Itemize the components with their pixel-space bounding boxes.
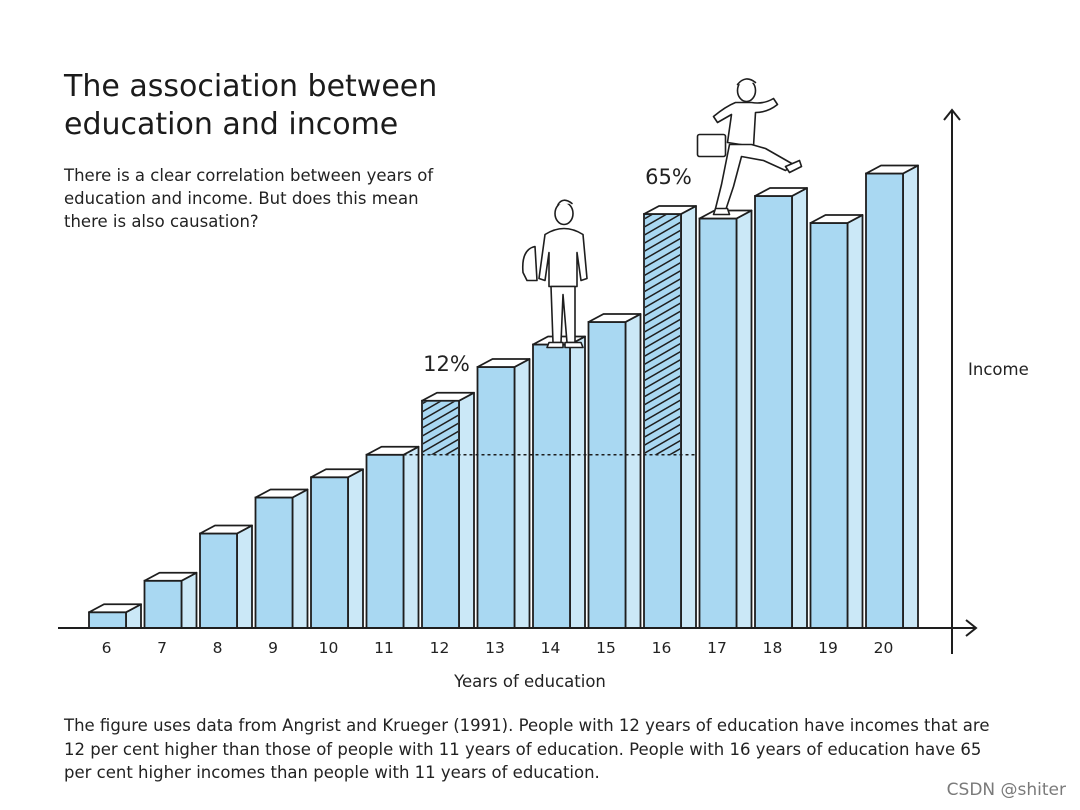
- bar-front-18: [754, 195, 793, 629]
- y-axis-arrow: [943, 108, 961, 121]
- bar-top-9: [254, 488, 309, 499]
- y-axis-label: Income: [968, 360, 1029, 379]
- shoes-shape: [712, 159, 803, 216]
- x-tick-label-9: 9: [268, 639, 278, 657]
- bar-side-8: [236, 524, 253, 629]
- bar-top-20: [865, 164, 919, 175]
- x-tick-label-15: 15: [596, 639, 616, 657]
- hair-shape: [736, 78, 757, 86]
- bar-6: [88, 603, 142, 629]
- bar-top-13: [476, 358, 531, 368]
- bar-front-6: [88, 611, 127, 629]
- bar-side-11: [402, 445, 420, 629]
- walking-man-illustration: [696, 78, 803, 216]
- bar-top-16: [643, 205, 697, 215]
- bar-top-15: [587, 313, 642, 323]
- bar-top-18: [754, 187, 808, 197]
- bar-7: [143, 571, 198, 629]
- torso-shape: [538, 227, 588, 288]
- bar-side-19: [846, 214, 864, 629]
- x-axis-arrow: [965, 619, 978, 637]
- standing-man-illustration: [521, 199, 588, 349]
- bar-side-10: [347, 468, 364, 629]
- x-tick-label-6: 6: [102, 639, 112, 657]
- bar-side-17: [735, 209, 753, 629]
- bar-side-7: [180, 571, 198, 629]
- bar-front-15: [587, 321, 627, 629]
- figure-footnote: The figure uses data from Angrist and Kr…: [64, 716, 990, 782]
- bar-top-12: [421, 391, 475, 402]
- backpack-shape: [521, 245, 538, 282]
- watermark: CSDN @shiter: [946, 780, 1066, 800]
- x-tick-label-10: 10: [319, 639, 339, 657]
- bar-8: [199, 524, 253, 629]
- bar-17: [698, 209, 753, 629]
- bar-18: [754, 187, 808, 629]
- bar-front-14: [532, 343, 571, 629]
- x-tick-label-7: 7: [157, 639, 167, 657]
- bar-top-19: [809, 214, 864, 224]
- bar-side-13: [513, 358, 531, 629]
- bar-side-14: [569, 335, 586, 629]
- bar-12: [421, 391, 475, 629]
- x-tick-label-16: 16: [652, 639, 672, 657]
- x-tick-label-8: 8: [213, 639, 223, 657]
- bar-20: [865, 164, 919, 629]
- bar-front-9: [254, 496, 294, 629]
- x-axis-label: Years of education: [453, 672, 606, 691]
- bar-side-15: [624, 313, 642, 629]
- bar-front-7: [143, 579, 183, 629]
- bar-side-20: [902, 164, 919, 629]
- bar-front-20: [865, 172, 904, 629]
- bar-top-8: [199, 524, 253, 535]
- bar-14: [532, 335, 586, 629]
- annotation-16: 65%: [645, 165, 692, 189]
- bar-11: [365, 445, 420, 629]
- head-shape: [554, 201, 574, 226]
- x-tick-label-13: 13: [485, 639, 505, 657]
- x-tick-label-17: 17: [707, 639, 727, 657]
- bar-top-11: [365, 445, 420, 456]
- bar-side-18: [791, 187, 808, 629]
- bar-15: [587, 313, 642, 629]
- bar-front-11: [365, 453, 405, 629]
- chart-title: The association between education and in…: [64, 69, 438, 142]
- x-tick-label-14: 14: [541, 639, 561, 657]
- bar-10: [310, 468, 364, 629]
- bar-13: [476, 358, 531, 629]
- shoes-shape: [546, 341, 584, 349]
- x-tick-label-11: 11: [374, 639, 394, 657]
- bar-side-9: [291, 488, 309, 629]
- legs-shape: [550, 285, 576, 344]
- bar-increase-hatch-12: [423, 401, 458, 455]
- bar-top-10: [310, 468, 364, 479]
- bar-side-16: [680, 205, 697, 629]
- x-tick-label-19: 19: [818, 639, 838, 657]
- bar-front-10: [310, 476, 349, 629]
- annotation-12: 12%: [423, 352, 470, 376]
- bar-front-17: [698, 217, 738, 629]
- torso-shape: [712, 97, 779, 148]
- bar-19: [809, 214, 864, 629]
- bar-front-13: [476, 366, 516, 629]
- chart-subtitle: There is a clear correlation between yea…: [64, 166, 434, 231]
- legs-shape: [714, 143, 795, 212]
- x-tick-label-20: 20: [874, 639, 894, 657]
- bar-16: [643, 205, 697, 629]
- briefcase-shape: [696, 133, 727, 158]
- bar-front-8: [199, 532, 238, 629]
- x-tick-label-12: 12: [430, 639, 450, 657]
- bar-top-6: [88, 603, 142, 614]
- bar-front-19: [809, 222, 849, 629]
- x-tick-label-18: 18: [763, 639, 783, 657]
- bar-9: [254, 488, 309, 629]
- hair-shape: [557, 199, 573, 206]
- bar-side-12: [458, 391, 475, 629]
- bar-increase-hatch-16: [645, 215, 680, 455]
- bar-top-7: [143, 571, 198, 582]
